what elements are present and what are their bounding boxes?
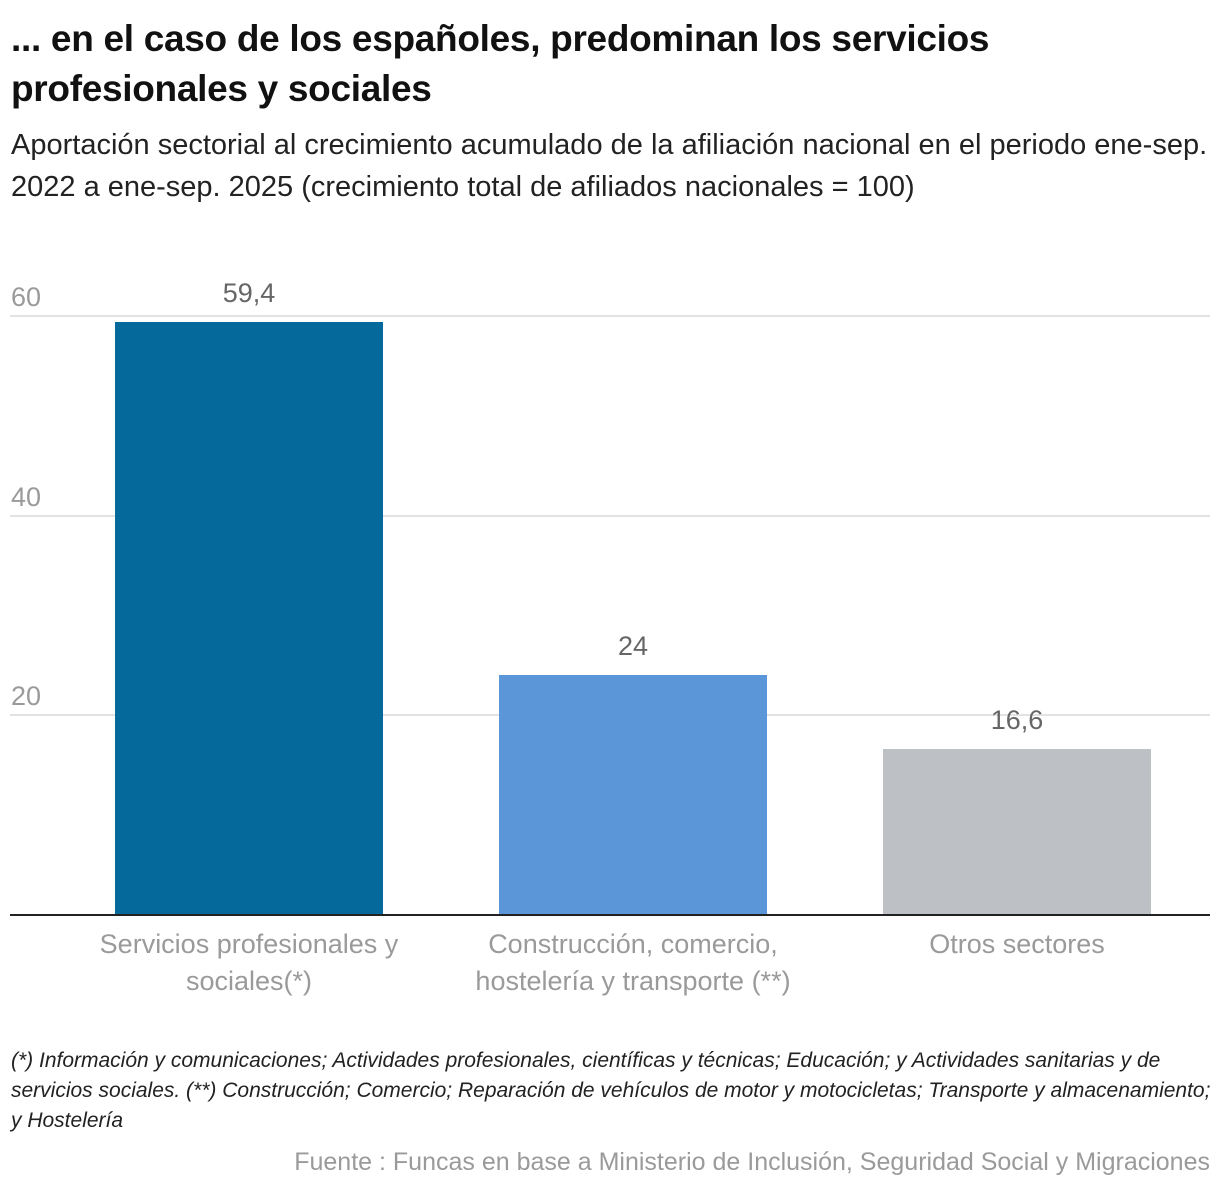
x-tick-label: Servicios profesionales y sociales(*) <box>99 929 399 996</box>
y-tick-label: 20 <box>11 681 42 712</box>
y-tick-label: 40 <box>11 481 42 512</box>
data-label: 24 <box>617 631 649 662</box>
x-tick-label: Construcción, comercio, hostelería y tra… <box>475 929 791 996</box>
gridline <box>10 315 1210 317</box>
x-axis-line <box>10 914 1210 916</box>
chart-title: ... en el caso de los españoles, predomi… <box>11 18 990 109</box>
data-label: 16,6 <box>990 705 1044 736</box>
bar <box>115 321 383 915</box>
bar <box>499 675 767 915</box>
chart-subtitle: Aportación sectorial al crecimiento acum… <box>11 129 1208 203</box>
gridline <box>10 514 1210 517</box>
bar <box>883 749 1151 915</box>
y-tick-label: 60 <box>11 282 42 312</box>
source-note: Fuente : Funcas en base a Ministerio de … <box>294 1148 1210 1176</box>
data-label: 59,4 <box>222 277 276 308</box>
footnotes: (*) Información y comunicaciones; Activi… <box>11 1049 1211 1132</box>
x-tick-label: Otros sectores <box>929 929 1105 959</box>
